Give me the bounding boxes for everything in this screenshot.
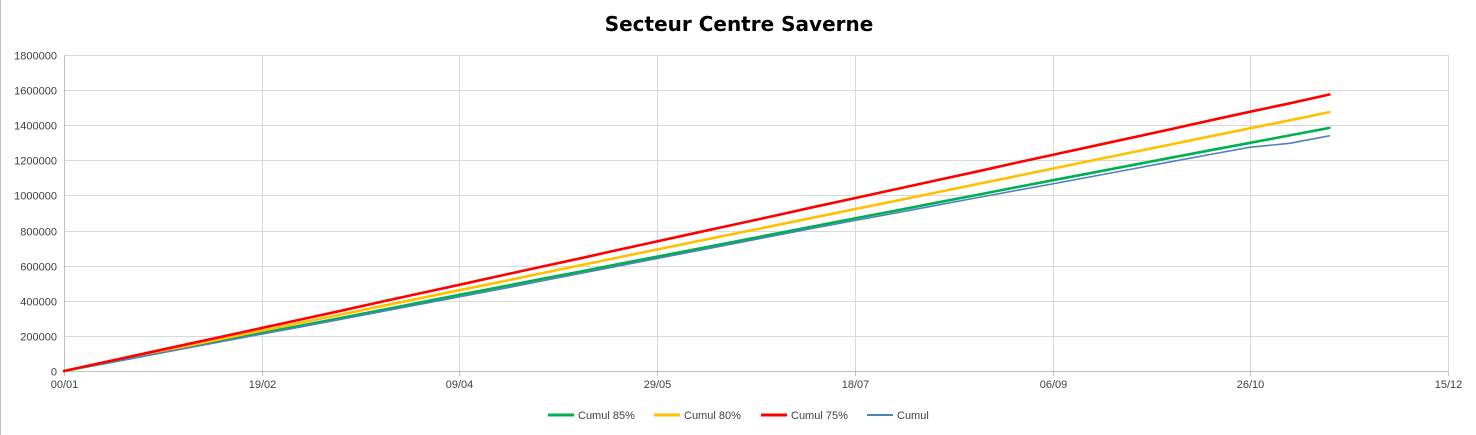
series-lines bbox=[62, 93, 1331, 373]
x-tick-label: 09/04 bbox=[446, 379, 474, 391]
x-tick-label: 00/01 bbox=[51, 379, 79, 391]
y-tick-label: 0 bbox=[51, 367, 57, 379]
legend-label: Cumul bbox=[897, 410, 929, 422]
y-tick-label: 400000 bbox=[20, 297, 57, 309]
y-tick-label: 1400000 bbox=[14, 121, 57, 133]
y-tick-label: 200000 bbox=[20, 332, 57, 344]
x-tick-label: 26/10 bbox=[1237, 379, 1265, 391]
series-line-cumul-85 bbox=[62, 126, 1331, 373]
y-tick-label: 1200000 bbox=[14, 156, 57, 168]
axes: 0 200000 400000 600000 800000 1000000 1200000 1… bbox=[14, 51, 1462, 392]
chart-title: Secteur Centre Saverne bbox=[605, 12, 874, 36]
legend-label: Cumul 85% bbox=[578, 410, 635, 422]
x-tick-label: 15/12 bbox=[1435, 379, 1463, 391]
y-tick-label: 1800000 bbox=[14, 51, 57, 63]
x-tick-label: 06/09 bbox=[1040, 379, 1068, 391]
x-tick-label: 19/02 bbox=[249, 379, 277, 391]
y-tick-label: 1600000 bbox=[14, 86, 57, 98]
legend-label: Cumul 75% bbox=[791, 410, 848, 422]
grid bbox=[64, 55, 1449, 372]
legend-label: Cumul 80% bbox=[684, 410, 741, 422]
y-tick-label: 800000 bbox=[20, 227, 57, 239]
series-line-cumul-80 bbox=[62, 110, 1331, 373]
y-tick-label: 600000 bbox=[20, 262, 57, 274]
x-tick-label: 18/07 bbox=[842, 379, 870, 391]
series-line-cumul bbox=[63, 135, 1331, 372]
x-tick-label: 29/05 bbox=[644, 379, 672, 391]
legend: Cumul 85% Cumul 80% Cumul 75% Cumul bbox=[548, 410, 929, 422]
y-tick-label: 1000000 bbox=[14, 191, 57, 203]
series-line-cumul-75 bbox=[62, 93, 1331, 373]
